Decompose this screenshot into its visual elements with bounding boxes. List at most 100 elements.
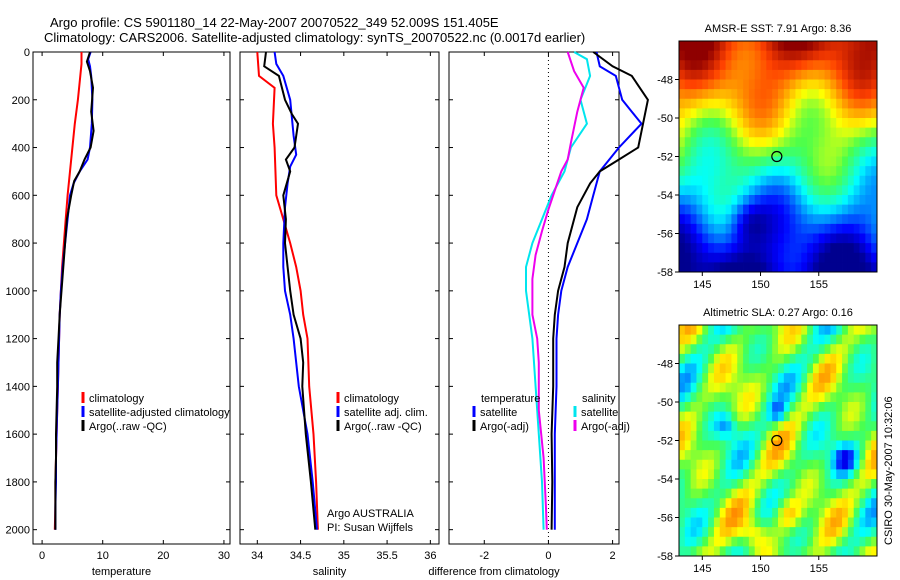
heatmap-cell xyxy=(853,450,860,461)
heatmap-cell xyxy=(679,89,686,100)
heatmap-cell xyxy=(708,233,715,244)
heatmap-cell xyxy=(737,233,744,244)
heatmap-cell xyxy=(731,479,738,490)
heatmap-cell xyxy=(731,507,738,518)
heatmap-cell xyxy=(801,41,808,52)
heatmap-cell xyxy=(812,60,820,71)
series-line xyxy=(263,51,317,530)
heatmap-cell xyxy=(812,118,820,129)
heatmap-cell xyxy=(824,41,831,52)
heatmap-cell xyxy=(818,373,825,384)
heatmap-cell xyxy=(684,146,692,157)
heatmap-cell xyxy=(731,334,738,345)
heatmap-cell xyxy=(836,214,843,225)
heatmap-cell xyxy=(789,459,796,470)
heatmap-cell xyxy=(690,411,697,422)
heatmap-cell xyxy=(836,175,843,186)
heatmap-cell xyxy=(818,344,825,355)
heatmap-cell xyxy=(760,233,767,244)
heatmap-cell xyxy=(859,146,866,157)
heatmap-cell xyxy=(679,488,686,499)
heatmap-cell xyxy=(812,440,820,451)
heatmap-cell xyxy=(713,373,721,384)
heatmap-cell xyxy=(748,411,756,422)
heatmap-cell xyxy=(772,243,779,254)
heatmap-cell xyxy=(778,137,785,148)
heatmap-cell xyxy=(807,252,814,263)
heatmap-cell xyxy=(731,498,738,509)
heatmap-cell xyxy=(684,156,692,167)
heatmap-cell xyxy=(842,233,849,244)
heatmap-cell xyxy=(836,411,843,422)
heatmap-cell xyxy=(679,166,686,177)
y-tick-label: -52 xyxy=(657,436,673,448)
heatmap-cell xyxy=(702,440,709,451)
heatmap-cell xyxy=(812,50,820,61)
heatmap-cell xyxy=(760,243,767,254)
heatmap-cell xyxy=(865,89,872,100)
heatmap-cell xyxy=(708,69,715,80)
heatmap-cell xyxy=(766,98,773,109)
heatmap-cell xyxy=(842,50,849,61)
heatmap-cell xyxy=(783,50,791,61)
heatmap-cell xyxy=(842,507,849,518)
heatmap-cell xyxy=(865,334,872,345)
heatmap-cell xyxy=(713,527,721,538)
heatmap-cell xyxy=(772,498,779,509)
heatmap-cell xyxy=(743,204,750,215)
heatmap-cell xyxy=(708,334,715,345)
heatmap-cell xyxy=(801,498,808,509)
heatmap-cell xyxy=(737,195,744,206)
heatmap-cell xyxy=(760,546,767,557)
heatmap-cell xyxy=(713,60,721,71)
heatmap-cell xyxy=(853,392,860,403)
heatmap-cell xyxy=(713,536,721,547)
heatmap-cell xyxy=(690,185,697,196)
heatmap-cell xyxy=(853,146,860,157)
heatmap-cell xyxy=(859,108,866,119)
heatmap-cell xyxy=(702,469,709,480)
heatmap-cell xyxy=(842,536,849,547)
heatmap-cell xyxy=(842,344,849,355)
heatmap-cell xyxy=(696,137,703,148)
heatmap-cell xyxy=(743,469,750,480)
heatmap-cell xyxy=(824,195,831,206)
heatmap-cell xyxy=(713,137,721,148)
heatmap-cell xyxy=(818,488,825,499)
heatmap-cell xyxy=(719,546,726,557)
heatmap-cell xyxy=(690,204,697,215)
heatmap-cell xyxy=(760,262,767,273)
heatmap-cell xyxy=(743,79,750,90)
heatmap-cell xyxy=(807,536,814,547)
heatmap-cell xyxy=(789,402,796,413)
heatmap-cell xyxy=(801,204,808,215)
heatmap-cell xyxy=(818,89,825,100)
heatmap-cell xyxy=(795,498,802,509)
heatmap-cell xyxy=(760,185,767,196)
heatmap-cell xyxy=(731,252,738,263)
heatmap-cell xyxy=(859,175,866,186)
heatmap-cell xyxy=(754,498,761,509)
heatmap-cell xyxy=(824,402,831,413)
axes-frame xyxy=(239,51,440,545)
heatmap-cell xyxy=(690,41,697,52)
series-line xyxy=(273,51,318,530)
heatmap-cell xyxy=(731,60,738,71)
heatmap-cell xyxy=(772,373,779,384)
heatmap-cell xyxy=(830,175,837,186)
heatmap-cell xyxy=(725,517,732,528)
heatmap-cell xyxy=(702,344,709,355)
heatmap-cell xyxy=(778,488,785,499)
heatmap-cell xyxy=(713,421,721,432)
x-tick-label: 2 xyxy=(610,550,616,562)
heatmap-cell xyxy=(766,69,773,80)
heatmap-cell xyxy=(684,344,692,355)
heatmap-cell xyxy=(766,108,773,119)
heatmap-cell xyxy=(702,127,709,138)
heatmap-cell xyxy=(754,118,761,129)
heatmap-cell xyxy=(719,108,726,119)
heatmap-cell xyxy=(684,233,692,244)
heatmap-cell xyxy=(760,459,767,470)
heatmap-cell xyxy=(696,127,703,138)
heatmap-cell xyxy=(702,41,709,52)
